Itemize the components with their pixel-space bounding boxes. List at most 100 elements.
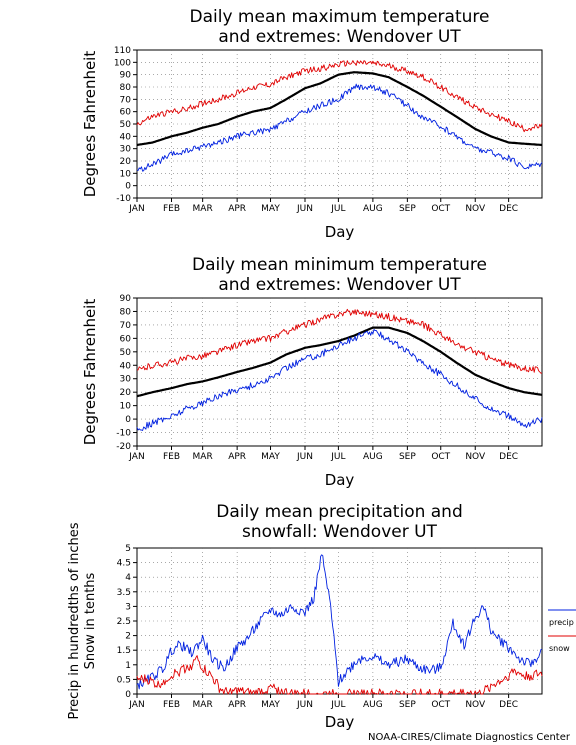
- y-tick-label: 40: [120, 361, 132, 371]
- series-line-record-low: [136, 329, 543, 431]
- x-tick-label: MAY: [261, 452, 280, 462]
- y-tick-label: 10: [120, 169, 132, 179]
- legend-label: precip: [549, 618, 574, 627]
- y-tick-label: -10: [116, 194, 131, 204]
- chart-title-line: snowfall: Wendover UT: [242, 522, 438, 542]
- series-line-precip: [136, 554, 543, 690]
- x-tick-label: SEP: [399, 452, 416, 462]
- y-tick-label: 50: [120, 348, 132, 358]
- x-axis-label: Day: [325, 223, 355, 241]
- y-tick-label: 110: [114, 46, 131, 56]
- x-tick-label: DEC: [499, 204, 518, 214]
- series-line-record-high: [136, 308, 543, 374]
- y-tick-label: 30: [120, 145, 132, 155]
- y-tick-label: 60: [120, 108, 132, 118]
- x-tick-label: APR: [228, 452, 246, 462]
- y-tick-label: 70: [120, 95, 132, 105]
- x-tick-label: OCT: [431, 204, 450, 214]
- y-tick-label: 20: [120, 157, 132, 167]
- series-line-snow: [136, 655, 543, 695]
- x-axis-label: Day: [325, 471, 355, 489]
- x-tick-label: DEC: [499, 700, 518, 710]
- y-tick-label: 2.5: [117, 617, 131, 627]
- x-tick-label: AUG: [363, 204, 383, 214]
- y-tick-label: 30: [120, 375, 132, 385]
- y-tick-label: 60: [120, 334, 132, 344]
- x-tick-label: AUG: [363, 700, 383, 710]
- y-tick-label: 50: [120, 120, 132, 130]
- y-tick-label: 100: [114, 58, 131, 68]
- x-tick-label: MAY: [261, 700, 280, 710]
- x-tick-label: JUL: [330, 700, 345, 710]
- x-tick-label: MAR: [193, 204, 213, 214]
- y-tick-label: 20: [120, 388, 132, 398]
- x-tick-label: JAN: [128, 700, 144, 710]
- x-tick-label: OCT: [431, 452, 450, 462]
- x-tick-label: FEB: [163, 700, 180, 710]
- y-axis-label: Precip in hundredths of inches: [67, 522, 82, 719]
- y-tick-label: 3.5: [117, 588, 131, 598]
- y-tick-label: 0.5: [117, 675, 131, 685]
- credit-text: NOAA-CIRES/Climate Diagnostics Center: [368, 732, 570, 743]
- plot-frame: [136, 297, 543, 447]
- x-tick-label: MAR: [193, 700, 213, 710]
- chart-title-line: Daily mean minimum temperature: [192, 255, 487, 275]
- x-tick-label: JUN: [296, 204, 313, 214]
- x-tick-label: APR: [228, 204, 246, 214]
- y-axis-label: Degrees Fahrenheit: [81, 299, 99, 446]
- y-tick-label: 2: [125, 632, 131, 642]
- x-tick-label: JAN: [128, 204, 144, 214]
- x-axis-label: Day: [325, 713, 355, 731]
- series-line-mean: [136, 71, 543, 147]
- x-tick-label: AUG: [363, 452, 383, 462]
- y-axis-label: Degrees Fahrenheit: [81, 51, 99, 198]
- legend-label: snow: [549, 644, 570, 653]
- x-tick-label: OCT: [431, 700, 450, 710]
- x-tick-label: SEP: [399, 204, 416, 214]
- y-tick-label: 1: [125, 661, 131, 671]
- y-tick-label: 0: [125, 415, 131, 425]
- y-tick-label: 1.5: [117, 646, 131, 656]
- x-tick-label: NOV: [465, 204, 486, 214]
- y-tick-label: 0: [125, 690, 131, 700]
- chart-title-line: Daily mean precipitation and: [216, 502, 463, 522]
- series-line-mean: [136, 326, 543, 398]
- y-tick-label: 5: [125, 544, 131, 554]
- y-tick-label: 90: [120, 71, 132, 81]
- x-tick-label: SEP: [399, 700, 416, 710]
- legend: precip snow: [548, 609, 576, 653]
- y-tick-label: 90: [120, 294, 132, 304]
- y-axis-label: Snow in tenths: [83, 572, 98, 669]
- x-tick-label: DEC: [499, 452, 518, 462]
- x-tick-label: JUN: [296, 700, 313, 710]
- y-tick-label: 40: [120, 132, 132, 142]
- chart-title-line: and extremes: Wendover UT: [218, 27, 461, 47]
- x-tick-label: NOV: [465, 700, 486, 710]
- series-line-record-low: [136, 83, 543, 172]
- y-tick-label: -20: [116, 442, 131, 452]
- y-tick-label: 80: [120, 307, 132, 317]
- y-tick-label: 0: [125, 182, 131, 192]
- y-tick-label: -10: [116, 429, 131, 439]
- y-tick-label: 4.5: [117, 559, 131, 569]
- x-tick-label: NOV: [465, 452, 486, 462]
- series-line-record-high: [136, 60, 543, 133]
- y-tick-label: 4: [125, 573, 131, 583]
- y-tick-label: 80: [120, 83, 132, 93]
- x-tick-label: FEB: [163, 204, 180, 214]
- x-tick-label: JUL: [330, 452, 345, 462]
- y-tick-label: 70: [120, 321, 132, 331]
- x-tick-label: JAN: [128, 452, 144, 462]
- y-tick-label: 10: [120, 402, 132, 412]
- y-tick-label: 3: [125, 602, 131, 612]
- x-tick-label: JUL: [330, 204, 345, 214]
- chart-title-line: and extremes: Wendover UT: [218, 275, 461, 295]
- x-tick-label: FEB: [163, 452, 180, 462]
- chart-title-line: Daily mean maximum temperature: [190, 7, 490, 27]
- x-tick-label: MAY: [261, 204, 280, 214]
- x-tick-label: MAR: [193, 452, 213, 462]
